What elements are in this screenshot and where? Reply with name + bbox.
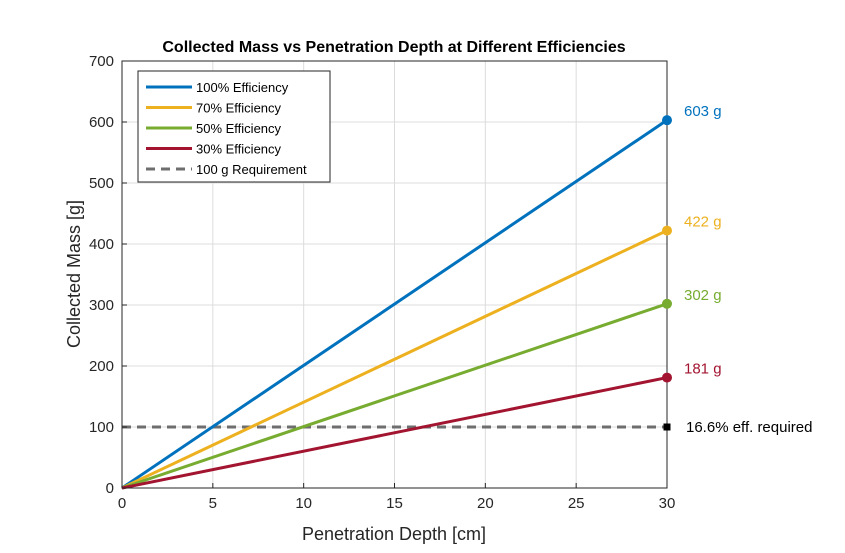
series-end-marker (662, 298, 672, 309)
chart-title: Collected Mass vs Penetration Depth at D… (162, 39, 625, 56)
series-end-label: 16.6% eff. required (686, 419, 812, 436)
series-end-marker (662, 372, 672, 383)
series-line (121, 118, 668, 490)
x-axis-label: Penetration Depth [cm] (302, 524, 486, 544)
y-tick-label: 600 (89, 114, 114, 131)
y-tick-label: 700 (89, 53, 114, 70)
series-end-marker (662, 225, 672, 236)
y-tick-label: 500 (89, 175, 114, 192)
series-end-label: 181 g (684, 361, 722, 378)
legend-label: 100 g Requirement (196, 162, 307, 177)
legend-label: 70% Efficiency (196, 101, 282, 116)
y-axis-label: Collected Mass [g] (64, 200, 84, 348)
legend-label: 50% Efficiency (196, 121, 282, 136)
x-tick-label: 20 (477, 495, 494, 512)
legend: 100% Efficiency 70% Efficiency 50% Efficie… (137, 70, 331, 183)
y-tick-label: 0 (106, 480, 114, 497)
series-end-label: 603 g (684, 103, 722, 120)
legend-label: 30% Efficiency (196, 142, 282, 157)
legend-label: 100% Efficiency (196, 80, 289, 95)
series-layer (121, 118, 668, 490)
series-end-marker (662, 115, 672, 126)
series-line (121, 376, 668, 490)
series-end-marker (663, 423, 671, 431)
legend-items: 100% Efficiency 70% Efficiency 50% Efficie… (146, 80, 307, 177)
series-line (121, 229, 668, 490)
series-end-label: 302 g (684, 287, 722, 304)
series-end-label: 422 g (684, 214, 722, 231)
y-tick-label: 200 (89, 358, 114, 375)
x-tick-label: 25 (568, 495, 585, 512)
x-tick-label: 5 (209, 495, 217, 512)
end-labels: 603 g 422 g 302 g 181 g 16.6% eff. required (662, 103, 812, 436)
x-tick-label: 0 (118, 495, 126, 512)
y-tick-label: 100 (89, 419, 114, 436)
series-line (121, 302, 668, 490)
y-tick-label: 400 (89, 236, 114, 253)
y-tick-label: 300 (89, 297, 114, 314)
x-tick-label: 30 (659, 495, 676, 512)
x-tick-label: 10 (295, 495, 312, 512)
x-tick-label: 15 (386, 495, 403, 512)
